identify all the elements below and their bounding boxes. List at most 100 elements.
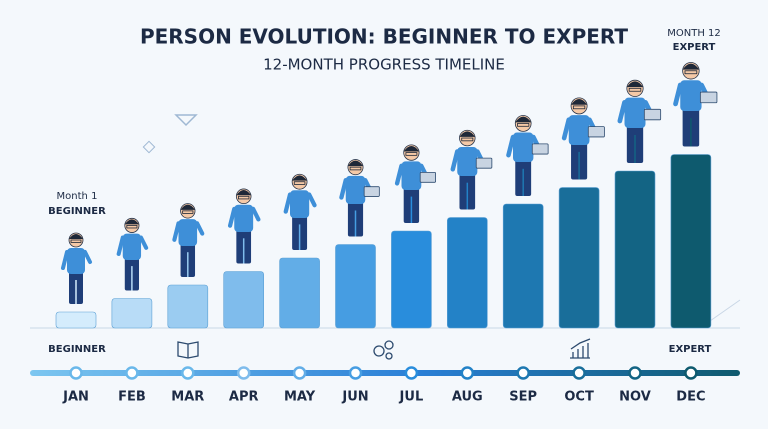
person-arm [172,221,181,242]
person [172,203,205,277]
timeline-dot [69,366,83,380]
person-shirt [624,97,646,128]
step-bar [335,244,376,329]
timeline-dot [628,366,642,380]
step-bar [558,187,600,329]
timeline-dot [516,366,530,380]
step-bar [167,284,209,329]
book-icon [177,341,199,359]
person-hair [571,99,588,105]
step-bar [502,203,544,329]
timeline-dot [348,366,363,380]
person-arm [673,82,683,107]
person-shirt [513,132,534,162]
deco [142,140,156,154]
person-arm [283,192,293,214]
person-arm [251,206,261,222]
person-hair [236,190,252,196]
person [394,144,437,223]
person-hair [180,204,196,210]
step-bar [446,217,488,329]
person-glasses [126,225,138,229]
person [617,79,662,163]
person-shirt [680,80,702,111]
person-hair [69,234,83,239]
timeline-dot [236,366,251,380]
person-shirt [345,175,366,204]
person-arm [116,235,125,256]
timeline-end: EXPERT [669,344,712,355]
person-hair [626,81,644,88]
timeline-dot [125,366,139,380]
person-glasses [70,239,82,243]
person-shirt [401,161,422,190]
month-label: SEP [509,390,537,405]
person-glasses [293,181,306,185]
month-label: DEC [676,390,705,405]
person-arm [139,235,149,250]
month-label: FEB [118,390,146,405]
chart-icon [570,338,591,359]
month-label: JAN [62,390,89,405]
person [61,232,92,304]
start-label: BEGINNER [48,206,106,217]
person-arm [339,178,348,200]
timeline-dot [572,366,586,380]
person-shirt [290,190,310,218]
person-glasses [405,152,418,156]
deco [174,114,198,127]
person-hair [459,131,476,137]
person-arm [227,206,237,228]
laptop [643,108,662,121]
month-label: MAR [171,390,204,405]
person-glasses [684,70,698,75]
step-bar [55,311,97,329]
person [506,115,549,196]
laptop [363,186,380,197]
person-shirt [67,248,85,274]
laptop [475,157,493,169]
person-arm [506,134,516,158]
person-hair [682,63,700,70]
month-label: JUN [341,390,368,405]
person [339,159,380,237]
person-shirt [178,219,198,246]
subtitle: 12-MONTH PROGRESS TIMELINE [263,56,505,74]
person-arm [83,250,92,264]
timeline-dot [684,366,698,380]
month-label: OCT [564,390,594,405]
person-arm [307,192,317,208]
person-shirt [568,115,590,145]
month-label: AUG [452,390,483,405]
end-month: MONTH 12 [667,28,721,39]
laptop [419,171,437,183]
timeline-dot [460,366,475,380]
timeline-dot [181,366,195,380]
person-glasses [517,123,530,127]
timeline-start: BEGINNER [48,344,106,355]
step-bar [614,170,656,329]
person-shirt [122,233,142,260]
step-bar [111,298,153,329]
step-bar [223,271,264,329]
person-arm [617,100,627,124]
month-label: NOV [619,390,651,405]
person [116,217,149,291]
person-glasses [628,87,642,92]
person-glasses [182,210,194,214]
title: PERSON EVOLUTION: BEGINNER TO EXPERT [140,25,628,49]
timeline-dot [404,366,419,380]
person [673,62,718,147]
start-month: Month 1 [57,191,98,202]
person-hair [124,219,140,225]
person-arm [195,221,205,236]
person [561,97,605,180]
person [283,173,317,250]
person-glasses [572,105,586,110]
person-glasses [349,166,362,171]
step-bar [279,257,320,329]
laptop [699,91,718,104]
person-shirt [457,146,478,176]
laptop [531,143,549,155]
step-bar [391,230,432,329]
